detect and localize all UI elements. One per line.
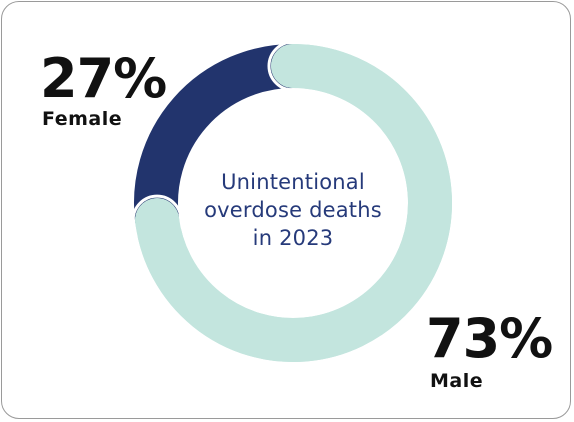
female-percent-label: 27%	[40, 47, 167, 110]
donut-slice-male-overlay	[135, 44, 452, 362]
female-category-label: Female	[42, 108, 123, 130]
center-label-line-2: overdose deaths	[204, 198, 382, 222]
center-label-line-1: Unintentional	[221, 170, 365, 194]
donut-slice-female	[134, 44, 294, 223]
male-percent-label: 73%	[426, 307, 553, 370]
center-label-line-3: in 2023	[252, 226, 334, 250]
male-category-label: Male	[430, 370, 484, 392]
center-label: Unintentional overdose deaths in 2023	[180, 168, 406, 252]
